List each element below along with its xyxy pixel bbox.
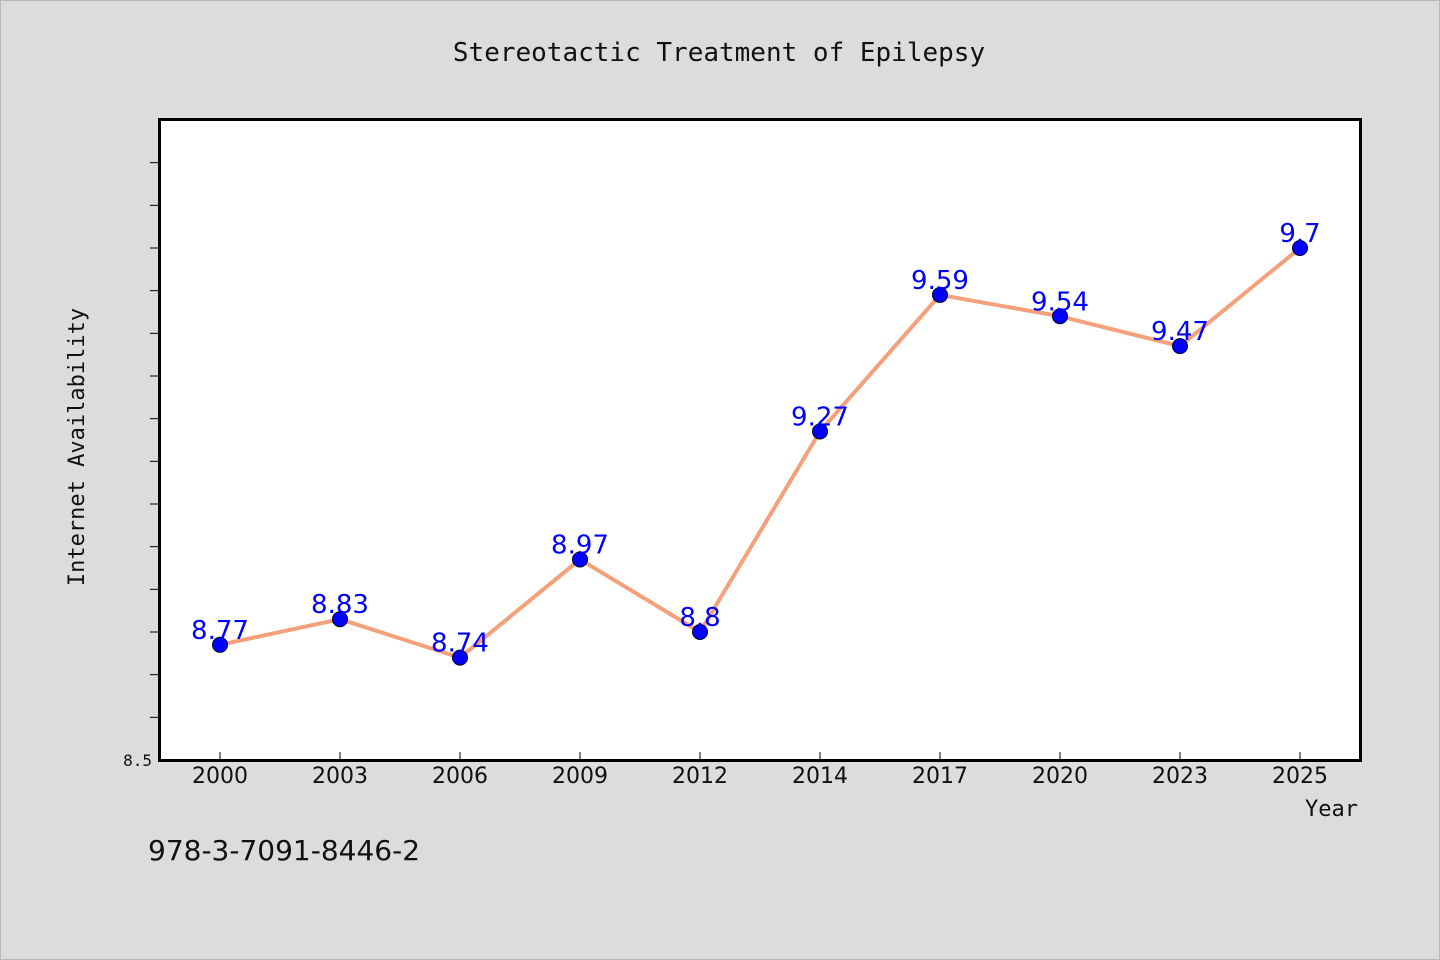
x-tick-label: 2023 bbox=[1152, 764, 1208, 789]
data-label: 9.7 bbox=[1279, 219, 1320, 249]
data-point bbox=[572, 551, 588, 568]
data-label: 8.77 bbox=[191, 616, 249, 646]
data-label: 9.59 bbox=[911, 266, 969, 296]
data-point bbox=[452, 649, 468, 666]
y-axis-ticks: 8.5 bbox=[123, 162, 160, 770]
y-tick-label: 8.5 bbox=[123, 751, 152, 770]
y-axis-label: Internet Availability bbox=[65, 308, 90, 586]
x-tick-label: 2012 bbox=[672, 764, 728, 789]
data-label-group: 8.77 8.83 8.74 8.97 8.8 9.27 9.59 9.54 9.47 9.7 bbox=[191, 219, 1321, 659]
data-label: 8.74 bbox=[431, 629, 489, 659]
isbn-text: 978-3-7091-8446-2 bbox=[148, 834, 421, 867]
x-axis-ticks: 2000 2003 2006 2009 2012 2014 2017 2020 2023 2025 bbox=[192, 752, 1328, 789]
x-tick-label: 2025 bbox=[1272, 764, 1328, 789]
data-point bbox=[1052, 308, 1068, 325]
series-line bbox=[219, 246, 1302, 660]
x-tick-label: 2009 bbox=[552, 764, 608, 789]
x-tick-label: 2014 bbox=[792, 764, 848, 789]
data-label: 9.47 bbox=[1151, 317, 1209, 347]
data-label: 8.8 bbox=[679, 603, 720, 633]
data-label: 9.27 bbox=[791, 402, 849, 432]
data-point bbox=[932, 286, 948, 303]
series-group bbox=[219, 246, 1302, 660]
x-tick-label: 2003 bbox=[312, 764, 368, 789]
plot-area bbox=[158, 118, 1362, 762]
data-point bbox=[212, 636, 228, 653]
data-point bbox=[1172, 338, 1188, 355]
data-point bbox=[812, 423, 828, 440]
data-label: 8.97 bbox=[551, 530, 609, 560]
x-axis-label: Year bbox=[1305, 797, 1358, 822]
data-point bbox=[692, 624, 708, 640]
data-label: 9.54 bbox=[1031, 287, 1089, 317]
data-point bbox=[1292, 240, 1308, 256]
data-point bbox=[332, 611, 348, 628]
x-tick-label: 2000 bbox=[192, 764, 248, 789]
marker-group bbox=[212, 240, 1308, 666]
data-label: 8.83 bbox=[311, 590, 369, 620]
x-tick-label: 2006 bbox=[432, 764, 488, 789]
x-tick-label: 2017 bbox=[912, 764, 968, 789]
x-tick-label: 2020 bbox=[1032, 764, 1088, 789]
chart-title: Stereotactic Treatment of Epilepsy bbox=[453, 38, 985, 68]
